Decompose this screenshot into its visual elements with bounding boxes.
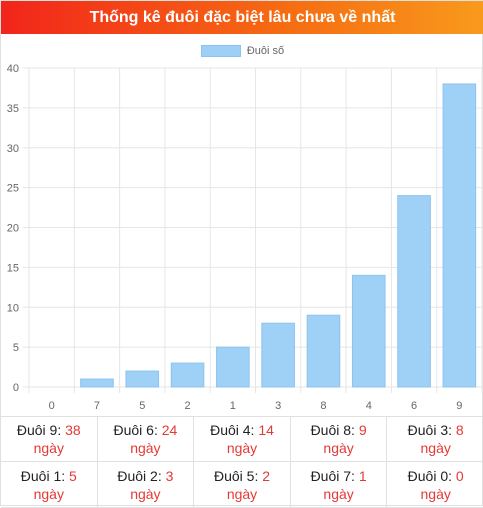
stat-line: Đuôi 8: 9 <box>311 421 367 439</box>
y-tick-label: 15 <box>7 262 19 274</box>
stat-cell: Đuôi 8: 9 ngày <box>290 417 388 462</box>
bar[interactable] <box>306 314 341 388</box>
stat-value: 2 <box>262 467 271 484</box>
stat-value: 5 <box>69 467 77 484</box>
stat-line: Đuôi 6: 24 <box>113 421 177 439</box>
stat-line: Đuôi 7: 1 <box>311 467 367 485</box>
stat-unit: ngày <box>226 440 258 456</box>
y-tick-label: 0 <box>13 382 19 394</box>
stat-line: Đuôi 1: 5 <box>21 467 77 485</box>
x-tick-label: 2 <box>184 400 190 412</box>
legend-label: Đuôi số <box>246 45 285 57</box>
stat-line: Đuôi 2: 3 <box>117 467 173 485</box>
x-tick-label: 4 <box>366 400 372 412</box>
stat-unit: ngày <box>323 485 354 502</box>
stat-value: 9 <box>358 422 367 438</box>
y-tick-label: 10 <box>7 302 19 314</box>
stat-unit: ngày <box>33 485 64 502</box>
stat-value: 1 <box>358 467 367 484</box>
stat-line: Đuôi 5: 2 <box>214 467 270 485</box>
stat-cell: Đuôi 5: 2 ngày <box>194 462 291 508</box>
bar-chart: 0 5 10 15 20 25 30 35 40 0 7 5 2 1 3 8 4 6 9 <box>7 63 483 412</box>
stat-cell: Đuôi 3: 8 ngày <box>387 417 483 462</box>
bar[interactable] <box>442 83 477 388</box>
stat-label: Đuôi 2: <box>117 467 162 484</box>
x-tick-label: 1 <box>230 400 236 412</box>
stat-line: Đuôi 0: 0 <box>408 467 464 485</box>
stat-value: 0 <box>455 467 464 484</box>
stat-label: Đuôi 1: <box>20 467 66 484</box>
y-tick-label: 40 <box>7 63 19 75</box>
y-tick-label: 25 <box>7 183 19 195</box>
stat-cell: Đuôi 7: 1 ngày <box>290 462 388 508</box>
stat-cell: Đuôi 1: 5 ngày <box>1 462 98 508</box>
legend-swatch <box>200 45 241 57</box>
stat-unit: ngày <box>33 440 64 456</box>
stat-unit: ngày <box>130 485 161 502</box>
stat-label: Đuôi 7: <box>310 467 355 484</box>
stat-cell: Đuôi 6: 24 ngày <box>97 417 195 462</box>
stat-value: 38 <box>65 422 81 438</box>
stat-label: Đuôi 6: <box>113 422 158 438</box>
x-tick-label: 9 <box>456 400 462 412</box>
bar[interactable] <box>80 378 114 388</box>
stat-value: 14 <box>258 422 274 438</box>
x-tick-label: 8 <box>320 400 326 412</box>
stat-cell: Đuôi 4: 14 ngày <box>194 417 291 462</box>
bar[interactable] <box>351 274 386 388</box>
y-tick-label: 20 <box>7 223 19 235</box>
stats-table: Đuôi 9: 38 ngày Đuôi 6: 24 ngày Đuôi 4: 14 ng… <box>1 416 483 508</box>
bar[interactable] <box>397 195 431 388</box>
y-tick-label: 35 <box>7 103 19 115</box>
y-tick-label: 30 <box>7 143 19 155</box>
x-tick-label: 0 <box>49 400 55 412</box>
stat-unit: ngày <box>323 440 354 456</box>
bar[interactable] <box>125 370 160 388</box>
stat-line: Đuôi 4: 14 <box>210 421 274 439</box>
x-tick-label: 7 <box>94 400 100 412</box>
stat-label: Đuôi 4: <box>210 422 255 438</box>
stat-value: 24 <box>161 422 178 438</box>
stat-value: 3 <box>165 467 174 484</box>
x-tick-label: 3 <box>275 400 281 412</box>
stat-cell: Đuôi 9: 38 ngày <box>1 417 98 462</box>
bar[interactable] <box>261 322 295 388</box>
x-tick-label: 6 <box>411 400 417 412</box>
stat-label: Đuôi 9: <box>16 422 62 438</box>
stat-unit: ngày <box>226 485 258 502</box>
page-title: Thống kê đuôi đặc biệt lâu chưa về nhất <box>1 1 483 34</box>
stat-line: Đuôi 3: 8 <box>408 421 464 439</box>
bar[interactable] <box>170 362 205 388</box>
stat-label: Đuôi 5: <box>213 467 259 484</box>
stat-label: Đuôi 3: <box>407 422 453 438</box>
stat-unit: ngày <box>420 485 451 502</box>
stat-unit: ngày <box>130 440 161 456</box>
stat-cell: Đuôi 0: 0 ngày <box>387 462 483 508</box>
chart-legend[interactable]: Đuôi số <box>1 42 483 60</box>
x-tick-label: 5 <box>139 400 145 412</box>
bar[interactable] <box>216 346 250 388</box>
y-tick-label: 5 <box>13 342 19 354</box>
stat-label: Đuôi 8: <box>310 422 355 438</box>
stat-value: 8 <box>455 422 464 438</box>
stat-cell: Đuôi 2: 3 ngày <box>97 462 195 508</box>
stat-line: Đuôi 9: 38 <box>17 421 81 439</box>
stat-label: Đuôi 0: <box>407 467 453 484</box>
stat-unit: ngày <box>420 440 451 456</box>
